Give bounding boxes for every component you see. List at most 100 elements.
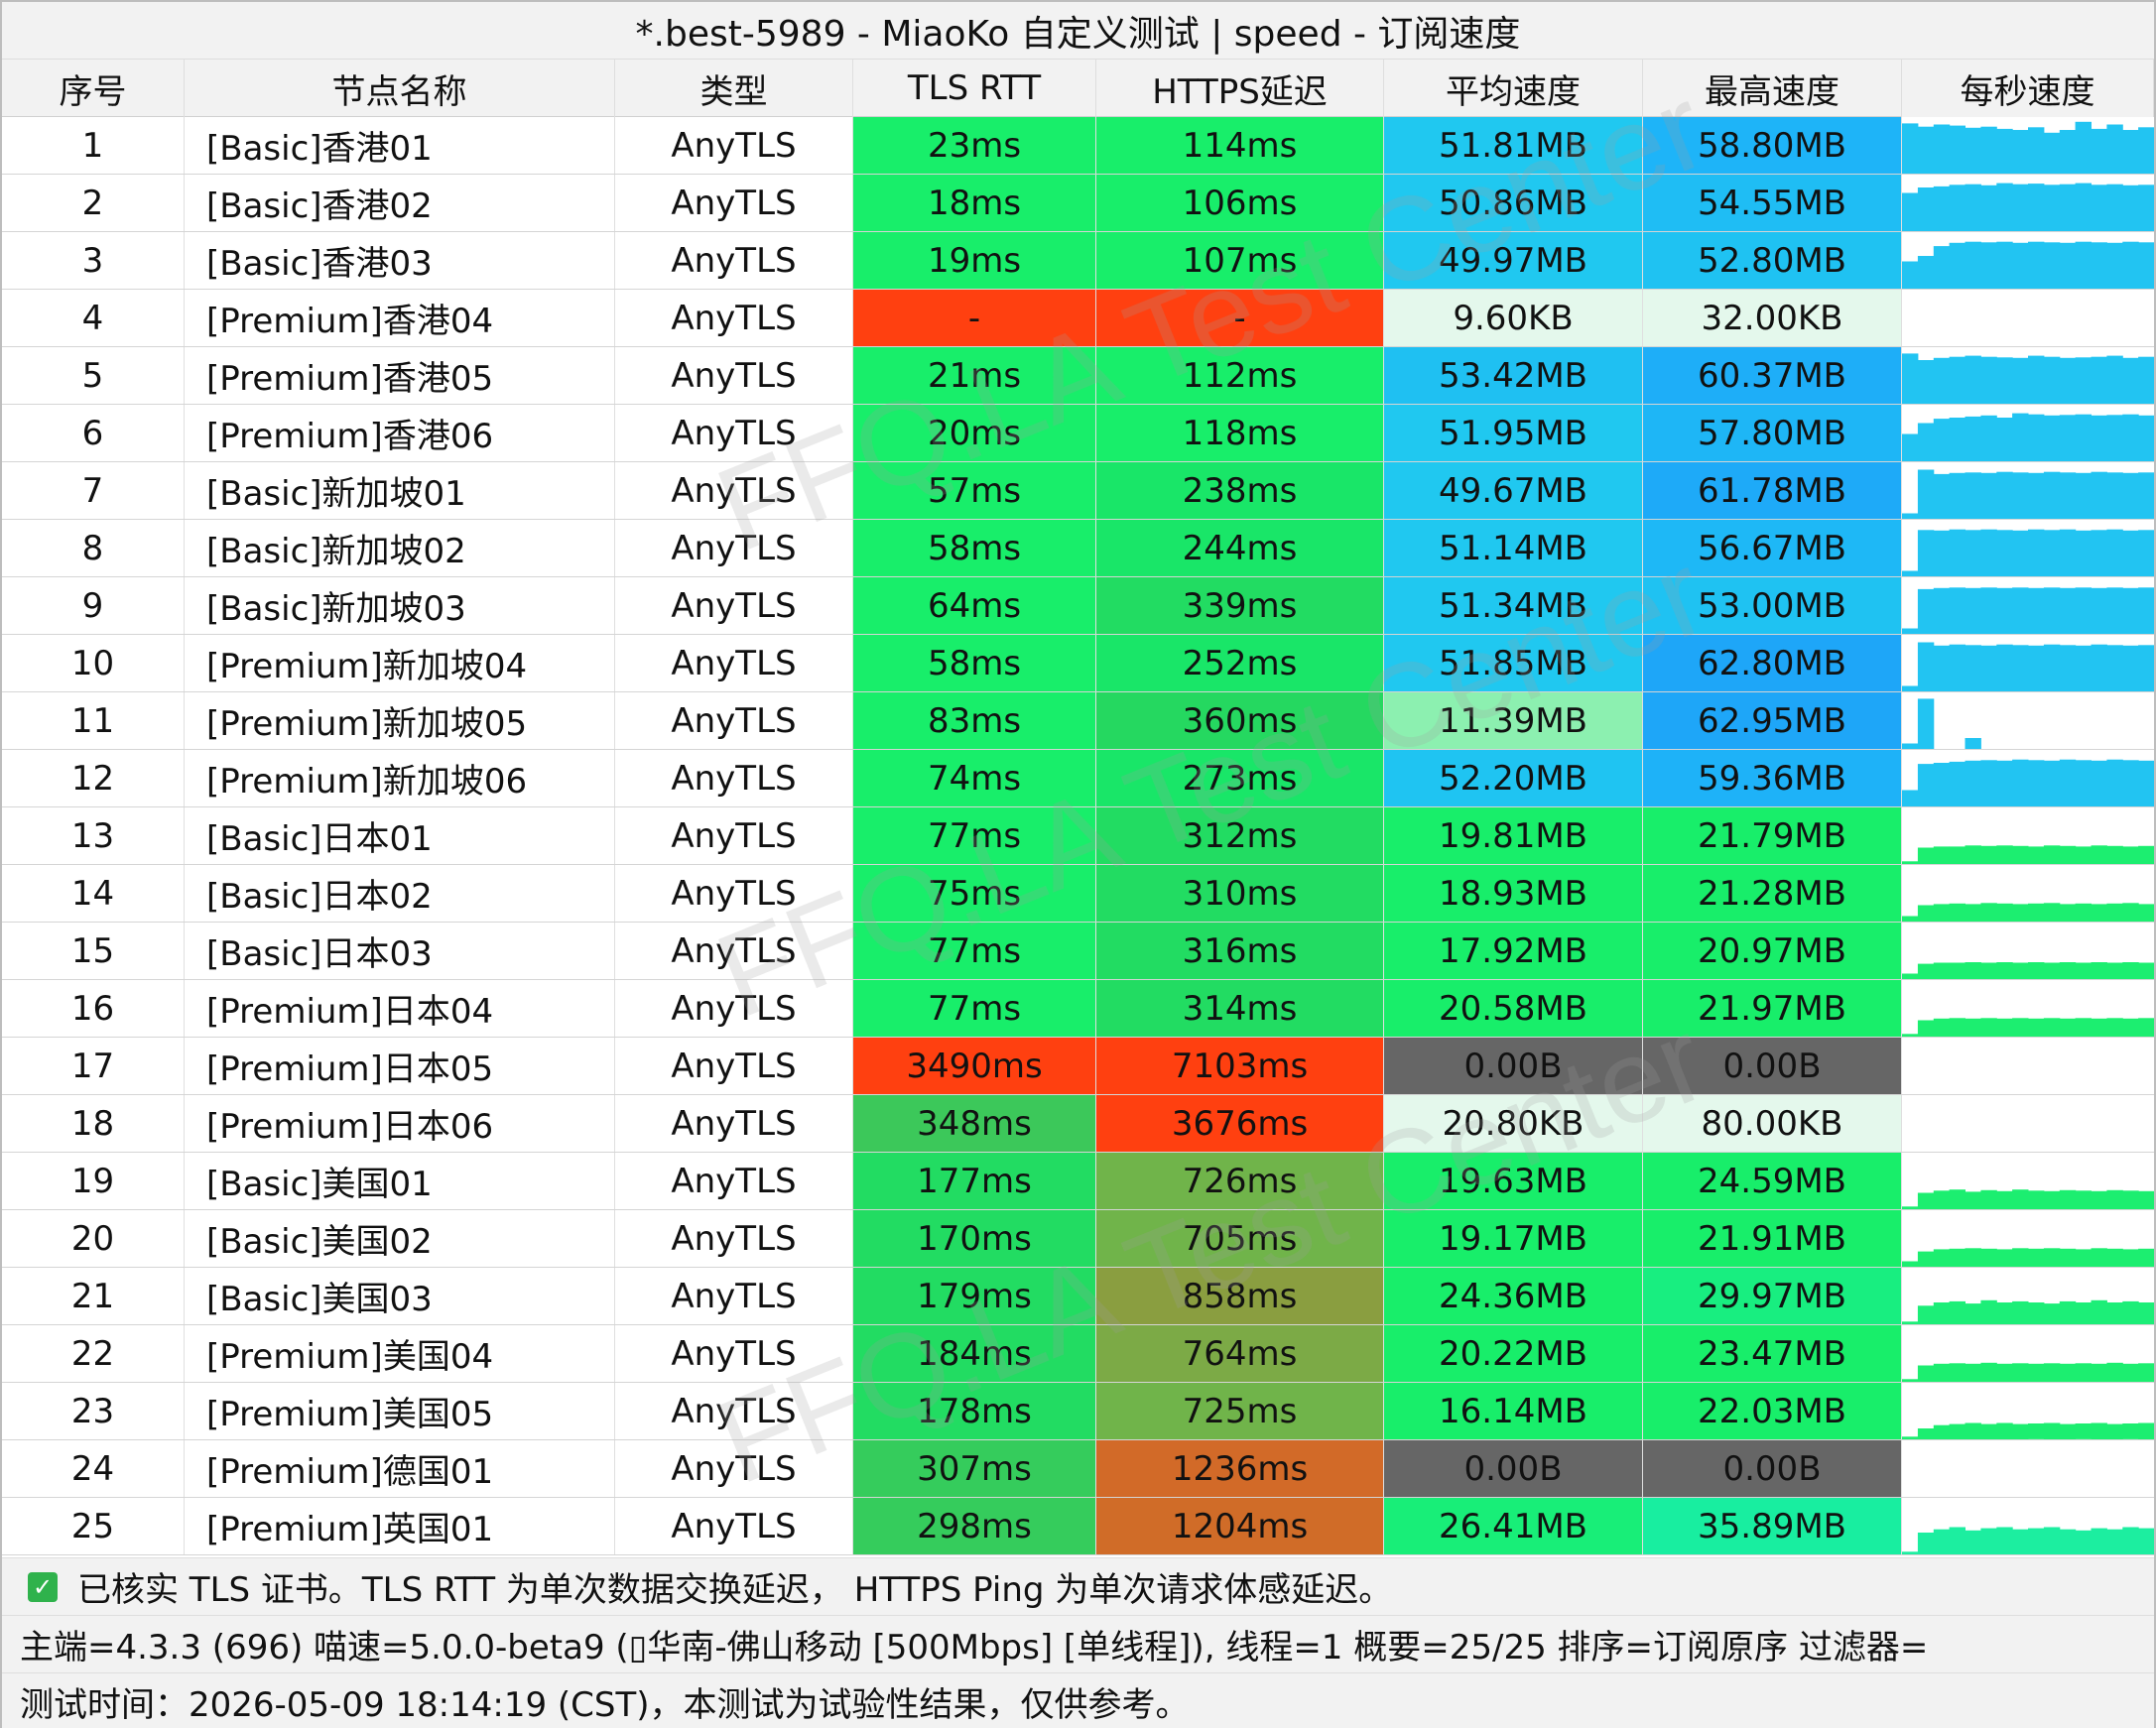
sparkline-bar [1980, 1299, 1997, 1324]
table-row[interactable]: 23 [Premium]美国05 AnyTLS 178ms 725ms 16.14MB 22… [2, 1383, 2154, 1440]
sparkline-bar [2091, 1248, 2107, 1267]
sparkline-bar [1980, 962, 1997, 979]
tls-rtt-value: 74ms [853, 750, 1096, 806]
table-row[interactable]: 1 [Basic]香港01 AnyTLS 23ms 114ms 51.81MB 58.80M… [2, 117, 2154, 175]
checkbox-checked-icon: ✓ [28, 1571, 58, 1602]
column-header-per-second-speed[interactable]: 每秒速度 [1902, 60, 2154, 117]
sparkline-bar [1996, 1018, 2013, 1037]
table-row[interactable]: 3 [Basic]香港03 AnyTLS 19ms 107ms 49.97MB 52.80M… [2, 232, 2154, 290]
table-row[interactable]: 25 [Premium]英国01 AnyTLS 298ms 1204ms 26.41MB 3… [2, 1498, 2154, 1555]
sparkline-bar [2075, 587, 2092, 634]
node-name: [Premium]香港05 [185, 347, 615, 404]
sparkline-bar [1933, 124, 1951, 174]
tls-rtt-value: 77ms [853, 923, 1096, 979]
sparkline-bar [1949, 185, 1966, 231]
sparkline-bar [2138, 962, 2154, 979]
https-delay-value: 312ms [1096, 807, 1384, 864]
tls-rtt-value: 57ms [853, 462, 1096, 519]
table-row[interactable]: 16 [Premium]日本04 AnyTLS 77ms 314ms 20.58MB 21.… [2, 980, 2154, 1038]
table-row[interactable]: 20 [Basic]美国02 AnyTLS 170ms 705ms 19.17MB 21.9… [2, 1210, 2154, 1268]
sparkline-bar [2043, 1363, 2061, 1382]
sparkline-bar [2138, 356, 2154, 404]
per-second-speed-sparkline [1902, 462, 2154, 519]
column-header-index[interactable]: 序号 [2, 60, 185, 117]
node-type: AnyTLS [615, 117, 853, 174]
sparkline-bar [2043, 962, 2061, 979]
sparkline-bar [2138, 472, 2154, 519]
sparkline-bar [1980, 1528, 1997, 1554]
table-row[interactable]: 8 [Basic]新加坡02 AnyTLS 58ms 244ms 51.14MB 56.67… [2, 520, 2154, 577]
sparkline-bar [2012, 587, 2029, 634]
sparkline-bar [1980, 1423, 1997, 1439]
table-row[interactable]: 2 [Basic]香港02 AnyTLS 18ms 106ms 50.86MB 54.55M… [2, 175, 2154, 232]
sparkline-bar [1965, 738, 1981, 749]
sparkline-bar [1965, 587, 1981, 634]
sparkline-bar [1933, 1302, 1951, 1324]
table-row[interactable]: 18 [Premium]日本06 AnyTLS 348ms 3676ms 20.80KB 8… [2, 1095, 2154, 1153]
tls-rtt-value: 23ms [853, 117, 1096, 174]
sparkline-bar [1965, 962, 1981, 979]
row-index: 18 [2, 1095, 185, 1152]
table-row[interactable]: 21 [Basic]美国03 AnyTLS 179ms 858ms 24.36MB 29.9… [2, 1268, 2154, 1325]
sparkline-bar [1965, 760, 1981, 806]
sparkline-bar [1917, 764, 1935, 806]
sparkline-bar [2075, 121, 2092, 174]
sparkline-bar [2075, 1423, 2092, 1439]
sparkline-bar [1902, 973, 1919, 979]
https-delay-value: 7103ms [1096, 1038, 1384, 1094]
table-row[interactable]: 24 [Premium]德国01 AnyTLS 307ms 1236ms 0.00B 0.0… [2, 1440, 2154, 1498]
sparkline-bar [1949, 1423, 1966, 1439]
sparkline-bar [2091, 128, 2107, 174]
sparkline-bar [2106, 759, 2123, 806]
sparkline-bar [2012, 530, 2029, 576]
sparkline-bar [1902, 1261, 1919, 1267]
table-row[interactable]: 13 [Basic]日本01 AnyTLS 77ms 312ms 19.81MB 21.79… [2, 807, 2154, 865]
column-header-max-speed[interactable]: 最高速度 [1643, 60, 1902, 117]
table-row[interactable]: 10 [Premium]新加坡04 AnyTLS 58ms 252ms 51.85MB 62… [2, 635, 2154, 692]
column-header-https-delay[interactable]: HTTPS延迟 [1096, 60, 1384, 117]
table-row[interactable]: 14 [Basic]日本02 AnyTLS 75ms 310ms 18.93MB 21.28… [2, 865, 2154, 923]
https-delay-value: 3676ms [1096, 1095, 1384, 1152]
node-type: AnyTLS [615, 462, 853, 519]
table-row[interactable]: 7 [Basic]新加坡01 AnyTLS 57ms 238ms 49.67MB 61.78… [2, 462, 2154, 520]
sparkline-bar [2122, 760, 2139, 806]
table-row[interactable]: 6 [Premium]香港06 AnyTLS 20ms 118ms 51.95MB 57.8… [2, 405, 2154, 462]
sparkline-bar [2091, 415, 2107, 461]
column-header-type[interactable]: 类型 [615, 60, 853, 117]
sparkline-bar [1933, 904, 1951, 922]
table-row[interactable]: 15 [Basic]日本03 AnyTLS 77ms 316ms 17.92MB 20.97… [2, 923, 2154, 980]
sparkline-bar [1949, 903, 1966, 922]
column-header-avg-speed[interactable]: 平均速度 [1384, 60, 1643, 117]
sparkline-bar [1933, 1363, 1951, 1382]
row-index: 22 [2, 1325, 185, 1382]
sparkline-bar [1933, 473, 1951, 519]
sparkline-bar [1965, 1191, 1981, 1209]
sparkline-bar [1980, 185, 1997, 231]
sparkline-bar [2043, 356, 2061, 404]
table-row[interactable]: 17 [Premium]日本05 AnyTLS 3490ms 7103ms 0.00B 0.… [2, 1038, 2154, 1095]
sparkline-bar [2091, 356, 2107, 404]
sparkline-bar [2122, 414, 2139, 461]
table-row[interactable]: 9 [Basic]新加坡03 AnyTLS 64ms 339ms 51.34MB 53.00… [2, 577, 2154, 635]
column-header-node-name[interactable]: 节点名称 [185, 60, 615, 117]
sparkline-bar [2059, 1423, 2077, 1439]
tls-rtt-value: 3490ms [853, 1038, 1096, 1094]
max-speed-value: 59.36MB [1643, 750, 1902, 806]
sparkline-bar [2028, 414, 2045, 461]
table-row[interactable]: 5 [Premium]香港05 AnyTLS 21ms 112ms 53.42MB 60.3… [2, 347, 2154, 405]
footer-note: ✓ 已核实 TLS 证书。TLS RTT 为单次数据交换延迟， HTTPS Pi… [2, 1557, 2154, 1615]
table-row[interactable]: 11 [Premium]新加坡05 AnyTLS 83ms 360ms 11.39MB 62… [2, 692, 2154, 750]
column-header-tls-rtt[interactable]: TLS RTT [853, 60, 1096, 117]
avg-speed-value: 50.86MB [1384, 175, 1643, 231]
sparkline-bar [1917, 963, 1935, 979]
table-row[interactable]: 22 [Premium]美国04 AnyTLS 184ms 764ms 20.22MB 23… [2, 1325, 2154, 1383]
row-index: 11 [2, 692, 185, 749]
sparkline-bar [1902, 1206, 1919, 1209]
table-row[interactable]: 19 [Basic]美国01 AnyTLS 177ms 726ms 19.63MB 24.5… [2, 1153, 2154, 1210]
node-type: AnyTLS [615, 577, 853, 634]
max-speed-value: 56.67MB [1643, 520, 1902, 576]
sparkline-bar [2043, 644, 2061, 691]
table-row[interactable]: 12 [Premium]新加坡06 AnyTLS 74ms 273ms 52.20MB 59… [2, 750, 2154, 807]
node-name: [Premium]美国05 [185, 1383, 615, 1439]
table-row[interactable]: 4 [Premium]香港04 AnyTLS - -9.60KB 32.00KB [2, 290, 2154, 347]
